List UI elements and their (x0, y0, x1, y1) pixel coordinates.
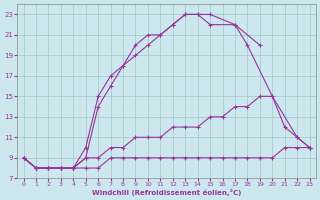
X-axis label: Windchill (Refroidissement éolien,°C): Windchill (Refroidissement éolien,°C) (92, 189, 241, 196)
